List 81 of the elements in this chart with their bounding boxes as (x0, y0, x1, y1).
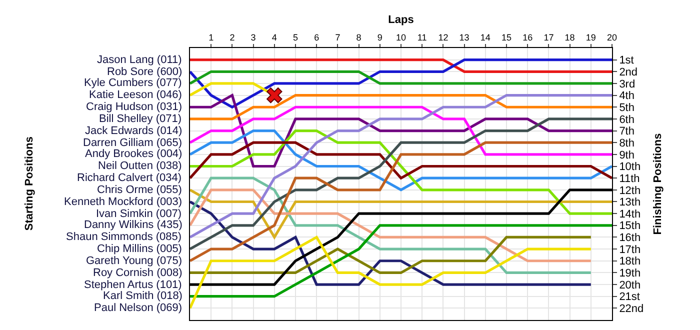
line-series (190, 200, 592, 286)
x-tick-label: 3 (250, 32, 256, 42)
series-label: Richard Calvert (034) (77, 172, 182, 184)
series-label: Karl Smith (018) (103, 290, 182, 302)
x-axis-title: Laps (388, 14, 414, 26)
line-series (190, 224, 612, 298)
line-series (190, 141, 612, 180)
x-tick-label: 10 (396, 32, 406, 42)
line-series (190, 129, 612, 192)
x-tick-label: 4 (272, 32, 277, 42)
series-label: Craig Hudson (031) (86, 101, 182, 113)
series-label: Neil Outten (038) (98, 160, 182, 172)
series-label: Paul Nelson (069) (94, 302, 182, 314)
x-tick-label: 12 (438, 32, 448, 42)
y-tick-label: 4th (619, 90, 634, 102)
x-tick-label: 20 (606, 32, 618, 42)
y-tick-label: 20th (619, 279, 641, 292)
series-label: Chip Millins (005) (97, 243, 182, 255)
series-label: Roy Cornish (008) (93, 267, 182, 279)
y-tick-label: 22nd (619, 303, 644, 316)
x-tick-label: 9 (377, 32, 382, 42)
series-label: Andy Brookes (004) (85, 148, 182, 160)
x-tick-label: 17 (544, 32, 554, 42)
x-tick-label: 16 (522, 32, 533, 42)
series-label: Shaun Simmonds (085) (66, 231, 182, 243)
line-series (190, 106, 612, 156)
line-series (190, 188, 592, 262)
series-label: Kyle Cumbers (077) (84, 77, 182, 89)
y-tick-label: 3rd (619, 78, 636, 90)
x-tick-label: 8 (356, 32, 362, 42)
line-series (190, 129, 612, 215)
line-series (190, 94, 612, 239)
x-tick-label: 5 (292, 32, 298, 42)
x-tick-label: 15 (501, 32, 512, 42)
x-tick-label: 14 (480, 32, 490, 42)
y-tick-label: 21st (619, 291, 640, 304)
text: Starting Positions (24, 136, 36, 231)
x-tick-label: 18 (564, 32, 575, 42)
series-label: Katie Leeson (046) (89, 89, 182, 101)
y-tick-label: 12th (619, 184, 641, 197)
series-label: Darren Gilliam (065) (83, 137, 182, 149)
y-tick-label: 14th (619, 208, 641, 220)
line-series (190, 58, 612, 108)
series-label: Gareth Young (075) (86, 255, 182, 267)
series-label: Bill Shelley (071) (99, 113, 182, 125)
series-label: Jason Lang (011) (97, 54, 182, 66)
series-label: Chris Orme (055) (97, 184, 182, 196)
y-tick-label: 18th (619, 256, 641, 268)
x-tick-label: 6 (314, 32, 320, 42)
series-label: Ivan Simkin (007) (96, 208, 182, 220)
y-tick-label: 8th (619, 137, 634, 150)
line-series (190, 236, 592, 310)
y-tick-label: 16th (619, 232, 641, 244)
y-tick-label: 9th (619, 149, 634, 162)
y-tick-label: 2nd (619, 66, 638, 78)
y-tick-label: 7th (619, 126, 634, 138)
y-tick-label: 19th (619, 268, 641, 280)
line-series (190, 141, 612, 262)
y-tick-label: 13th (619, 196, 641, 209)
series-label: Danny Wilkins (435) (84, 219, 182, 231)
y-tick-label: 17th (619, 244, 641, 256)
x-tick-label: 11 (417, 32, 427, 42)
line-series (190, 236, 592, 274)
series-label: Kenneth Mockford (003) (64, 196, 182, 208)
text: Jack Edwards (014) (85, 125, 182, 137)
y-tick-label: 5th (619, 102, 634, 114)
series-label: Stephen Artus (101) (84, 279, 182, 291)
line-series (190, 176, 592, 274)
x-tick-label: 13 (459, 32, 470, 42)
y-tick-label: 15th (619, 220, 641, 232)
y-tick-label: 6th (619, 114, 634, 126)
x-tick-label: 7 (335, 32, 340, 42)
y-axis-title: Finishing Positions (652, 133, 664, 235)
series-label: Rob Sore (600) (107, 66, 182, 78)
y-tick-label: 10th (619, 161, 641, 174)
x-tick-label: 2 (230, 32, 235, 42)
x-tick-label: 1 (208, 32, 214, 42)
x-tick-label: 19 (586, 32, 596, 42)
y-tick-label: 11th (619, 172, 640, 185)
y-tick-label: 1st (619, 54, 634, 67)
line-series (190, 94, 612, 168)
